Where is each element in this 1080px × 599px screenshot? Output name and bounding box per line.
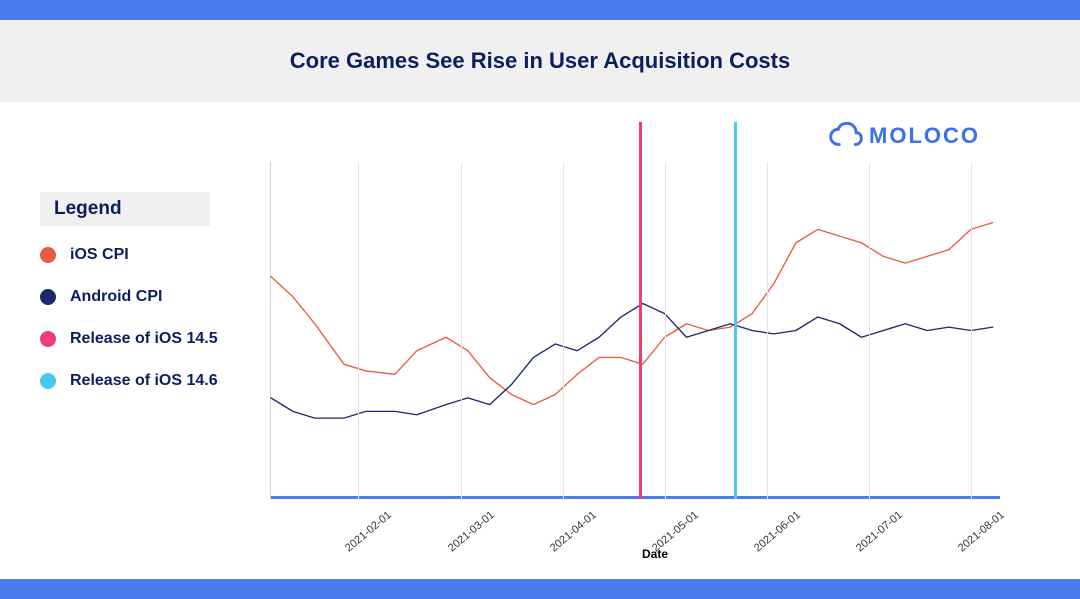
series-ios-cpi [271,223,993,405]
gridline [665,162,666,499]
x-axis-title: Date [642,547,668,561]
legend-label: Release of iOS 14.6 [70,372,218,390]
legend-label: Release of iOS 14.5 [70,330,218,348]
legend-item-1: Android CPI [40,288,270,306]
x-axis [271,496,1000,499]
title-bar: Core Games See Rise in User Acquisition … [0,20,1080,102]
legend-label: iOS CPI [70,246,129,264]
chart-title: Core Games See Rise in User Acquisition … [0,48,1080,74]
gridline [461,162,462,499]
legend-panel: Legend iOS CPI Android CPI Release of iOS … [40,122,270,569]
x-tick-label: 2021-03-01 [446,509,497,554]
gridline [767,162,768,499]
legend-item-0: iOS CPI [40,246,270,264]
legend-swatch [40,289,56,305]
x-tick-label: 2021-04-01 [548,509,599,554]
legend-label: Android CPI [70,288,162,306]
chart-area: MOLOCO 2021-02-012021-03-012021-04-01202… [270,122,1040,569]
gridline [869,162,870,499]
event-line-1 [734,122,737,499]
moloco-logo: MOLOCO [829,122,980,150]
x-tick-label: 2021-08-01 [956,509,1007,554]
legend-title: Legend [40,192,210,226]
content-area: Legend iOS CPI Android CPI Release of iOS … [0,102,1080,579]
x-tick-label: 2021-07-01 [854,509,905,554]
legend-item-2: Release of iOS 14.5 [40,330,270,348]
legend-swatch [40,331,56,347]
gridline [563,162,564,499]
chart-frame: Core Games See Rise in User Acquisition … [0,0,1080,599]
plot-area: 2021-02-012021-03-012021-04-012021-05-01… [270,162,1000,499]
cloud-icon [829,122,863,150]
logo-text: MOLOCO [869,123,980,149]
gridline [358,162,359,499]
event-line-0 [639,122,642,499]
x-tick-label: 2021-02-01 [343,509,394,554]
gridline [971,162,972,499]
legend-item-3: Release of iOS 14.6 [40,372,270,390]
legend-swatch [40,247,56,263]
legend-swatch [40,373,56,389]
line-series [271,162,1000,499]
x-tick-label: 2021-06-01 [752,509,803,554]
